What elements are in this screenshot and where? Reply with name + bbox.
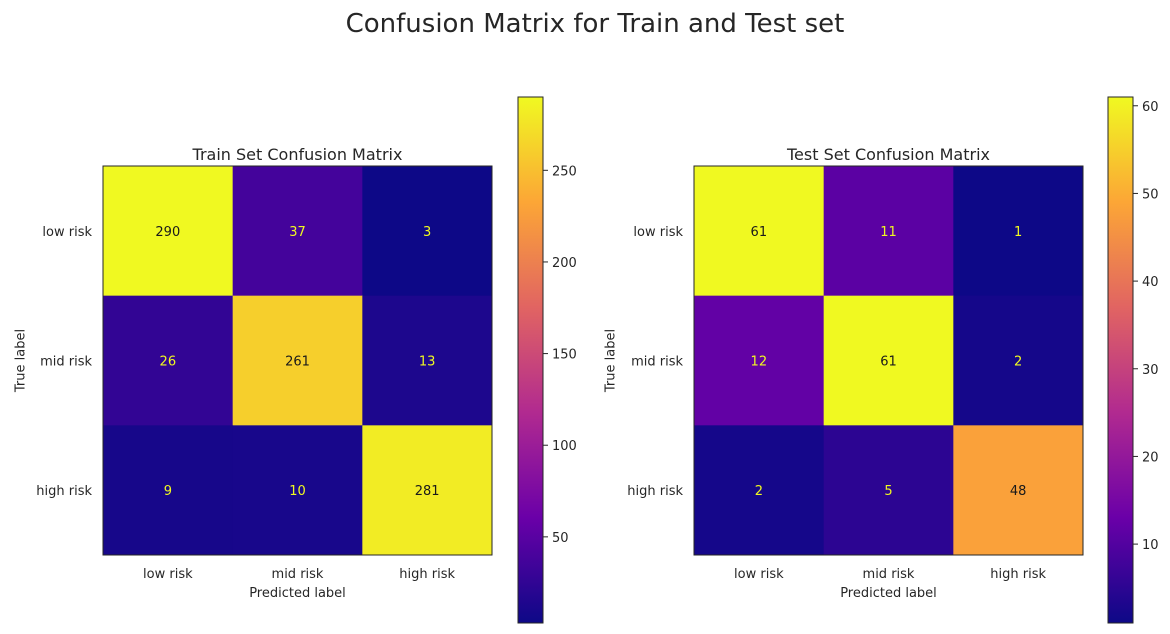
- heatmap-cell: [953, 425, 1084, 556]
- heatmap-cell: [362, 425, 493, 556]
- cell-value-label: 5: [884, 484, 892, 499]
- cell-value-label: 2: [1014, 355, 1022, 370]
- cell-value-label: 61: [880, 355, 897, 370]
- colorbar-gradient: [1108, 97, 1133, 623]
- heatmap-cell: [694, 166, 825, 297]
- heatmap-cell: [823, 295, 954, 426]
- cell-value-label: 10: [289, 484, 306, 499]
- colorbar-tick-label: 60: [1142, 100, 1159, 115]
- cell-value-label: 1: [1014, 225, 1022, 240]
- cell-value-label: 13: [419, 355, 436, 370]
- colorbar-tick-label: 50: [552, 531, 569, 546]
- heatmap-cell: [103, 295, 234, 426]
- cell-value-label: 2: [755, 484, 763, 499]
- x-tick-label: mid risk: [863, 567, 915, 582]
- cell-value-label: 9: [164, 484, 172, 499]
- y-tick-label: mid risk: [40, 355, 92, 370]
- colorbar-tick-label: 10: [1142, 538, 1159, 553]
- cell-value-label: 48: [1010, 484, 1027, 499]
- heatmap-cell: [694, 295, 825, 426]
- confusion-matrix-panel: Train Set Confusion Matrix 290 37 3 26 261 13 9…: [14, 96, 577, 624]
- axes-frame: [102, 165, 493, 556]
- x-axis-label: Predicted label: [249, 586, 346, 601]
- cell-value-label: 281: [415, 484, 440, 499]
- colorbar-tick-label: 100: [552, 439, 577, 454]
- y-tick-label: low risk: [42, 225, 92, 240]
- y-tick-label: mid risk: [631, 355, 683, 370]
- heatmap-cell: [232, 425, 363, 556]
- panel-title: Train Set Confusion Matrix: [192, 145, 403, 164]
- cell-value-label: 11: [880, 225, 897, 240]
- y-axis-label: True label: [14, 329, 29, 393]
- heatmap-cell: [232, 295, 363, 426]
- colorbar-gradient: [518, 97, 543, 623]
- y-tick-label: high risk: [36, 484, 92, 499]
- cell-value-label: 3: [423, 225, 431, 240]
- heatmap-cell: [953, 295, 1084, 426]
- axes-frame: [693, 165, 1084, 556]
- heatmap-cell: [823, 425, 954, 556]
- x-tick-label: mid risk: [272, 567, 324, 582]
- heatmap-cell: [103, 425, 234, 556]
- y-tick-label: low risk: [633, 225, 683, 240]
- cell-value-label: 26: [160, 355, 177, 370]
- x-tick-label: low risk: [143, 567, 193, 582]
- y-axis-label: True label: [604, 329, 619, 393]
- colorbar-tick-label: 250: [552, 164, 577, 179]
- heatmap-cell: [362, 166, 493, 297]
- cell-value-label: 61: [751, 225, 768, 240]
- x-axis-label: Predicted label: [840, 586, 937, 601]
- colorbar-tick-label: 150: [552, 348, 577, 363]
- x-tick-label: low risk: [734, 567, 784, 582]
- y-tick-label: high risk: [627, 484, 683, 499]
- cell-value-label: 261: [285, 355, 310, 370]
- cell-value-label: 37: [289, 225, 306, 240]
- panel-title: Test Set Confusion Matrix: [786, 145, 990, 164]
- colorbar-tick-label: 50: [1142, 187, 1159, 202]
- heatmap-cell: [694, 425, 825, 556]
- colorbar-tick-label: 30: [1142, 363, 1159, 378]
- cell-value-label: 12: [751, 355, 768, 370]
- x-tick-label: high risk: [399, 567, 455, 582]
- heatmap-cell: [823, 166, 954, 297]
- colorbar-tick-label: 20: [1142, 450, 1159, 465]
- heatmap-cell: [362, 295, 493, 426]
- heatmap-cell: [232, 166, 363, 297]
- heatmap-cell: [953, 166, 1084, 297]
- heatmap-cell: [103, 166, 234, 297]
- cell-value-label: 290: [155, 225, 180, 240]
- x-tick-label: high risk: [990, 567, 1046, 582]
- figure-title: Confusion Matrix for Train and Test set: [346, 9, 845, 39]
- colorbar-tick-label: 200: [552, 256, 577, 271]
- colorbar-frame: [517, 96, 544, 624]
- colorbar-tick-label: 40: [1142, 275, 1159, 290]
- colorbar-frame: [1107, 96, 1134, 624]
